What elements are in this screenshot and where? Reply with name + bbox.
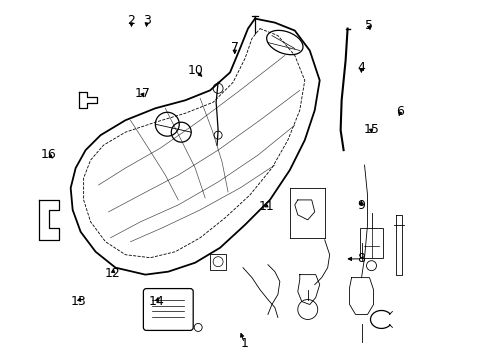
Text: 7: 7 (230, 41, 238, 54)
Text: 8: 8 (357, 252, 365, 265)
Text: 3: 3 (143, 14, 151, 27)
Text: 16: 16 (41, 148, 57, 161)
Text: 6: 6 (396, 105, 404, 118)
Text: 15: 15 (363, 122, 378, 136)
Text: 1: 1 (240, 337, 248, 350)
Text: 13: 13 (71, 296, 86, 309)
Text: 12: 12 (105, 267, 121, 280)
Text: 11: 11 (258, 201, 274, 213)
Text: 2: 2 (127, 14, 135, 27)
Text: 17: 17 (134, 87, 150, 100)
Text: 10: 10 (187, 64, 203, 77)
Text: 4: 4 (357, 60, 365, 73)
Text: 9: 9 (357, 199, 365, 212)
Text: 14: 14 (149, 296, 164, 309)
Text: 5: 5 (364, 19, 372, 32)
